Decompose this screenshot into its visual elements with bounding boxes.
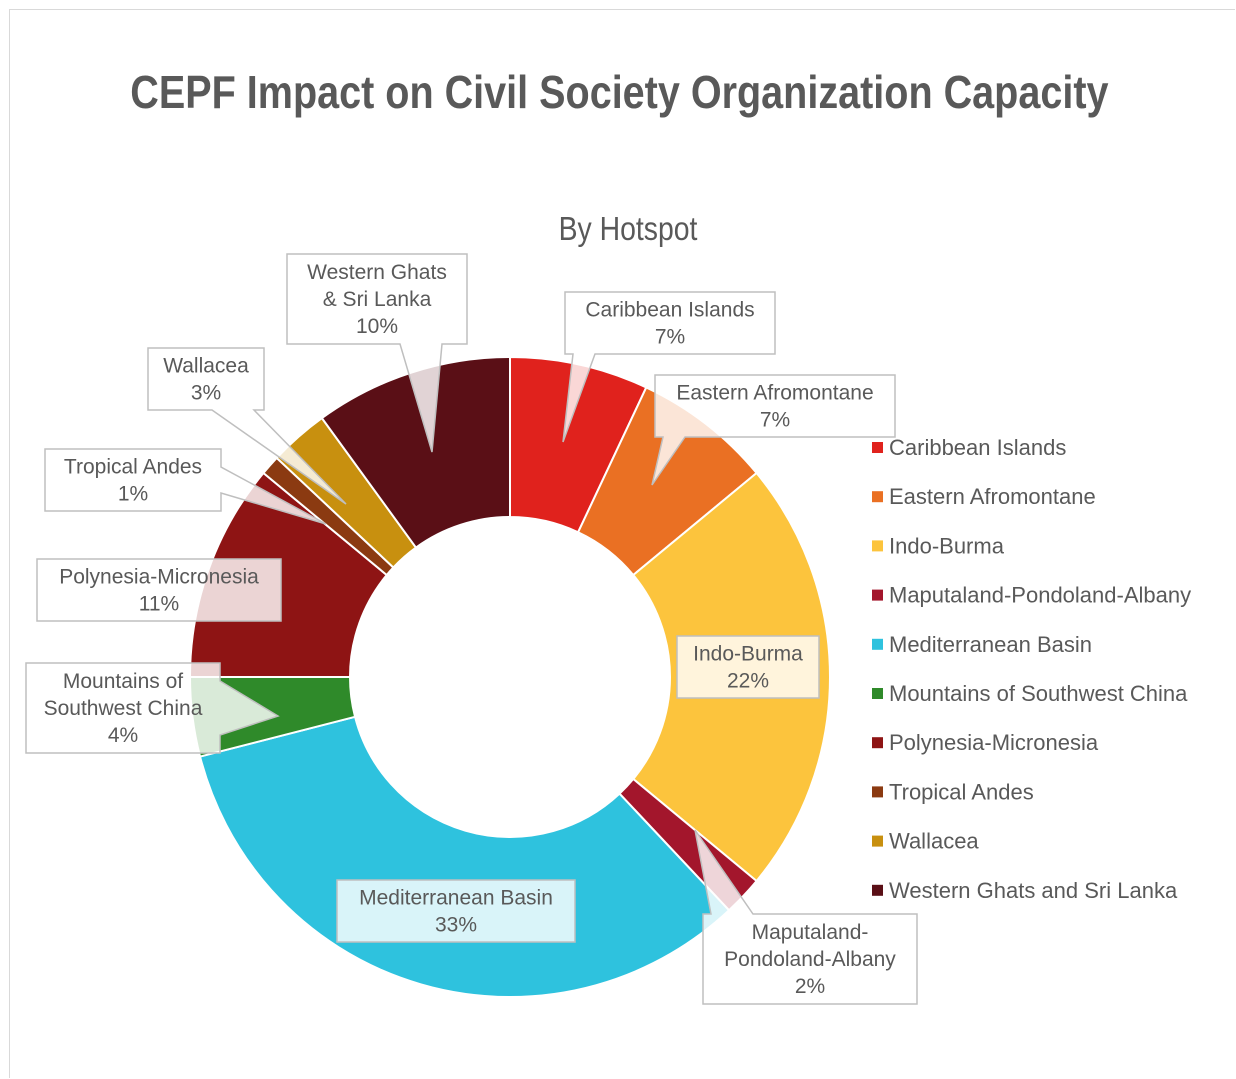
data-label-text: Tropical Andes <box>64 456 202 479</box>
data-label-box <box>562 291 776 443</box>
legend-item-western-ghats-and-sri-lanka: Western Ghats and Sri Lanka <box>872 878 1178 903</box>
legend-label: Mediterranean Basin <box>889 632 1092 657</box>
data-label-percent: 4% <box>108 724 138 747</box>
data-label-mountains-of-southwest-china: Mountains of Southwest China 4% <box>25 662 280 754</box>
legend-swatch <box>872 589 883 601</box>
data-label-maputaland-pondoland-albany: Maputaland- Pondoland-Albany 2% <box>694 829 918 1005</box>
data-label-percent: 7% <box>760 409 790 432</box>
legend-swatch <box>872 884 883 896</box>
legend-label: Caribbean Islands <box>889 435 1066 460</box>
legend-swatch <box>872 442 883 453</box>
legend-label: Wallacea <box>889 829 979 854</box>
data-label-box <box>336 879 576 943</box>
data-label-box <box>147 347 347 505</box>
data-label-box <box>25 662 280 754</box>
legend: Caribbean Islands Eastern Afromontane Indo… <box>872 435 1191 903</box>
legend-swatch <box>872 688 883 699</box>
data-label-box <box>36 558 282 622</box>
legend-swatch <box>872 540 883 552</box>
data-label-tropical-andes: Tropical Andes 1% <box>44 448 327 525</box>
data-label-box <box>44 448 327 525</box>
chart-subtitle: By Hotspot <box>558 210 698 247</box>
data-label-percent: 7% <box>655 326 685 349</box>
data-label-caribbean-islands: Caribbean Islands 7% <box>562 291 776 443</box>
legend-swatch <box>872 737 883 749</box>
legend-swatch <box>872 786 883 798</box>
legend-item-wallacea: Wallacea <box>872 829 979 854</box>
data-label-text: Indo-Burma <box>693 643 803 666</box>
data-label-wallacea: Wallacea 3% <box>147 347 347 505</box>
legend-label: Polynesia-Micronesia <box>889 730 1099 755</box>
legend-item-mediterranean-basin: Mediterranean Basin <box>872 632 1092 657</box>
legend-label: Maputaland-Pondoland-Albany <box>889 583 1191 608</box>
legend-label: Western Ghats and Sri Lanka <box>889 878 1178 903</box>
legend-item-caribbean-islands: Caribbean Islands <box>872 435 1066 460</box>
legend-label: Mountains of Southwest China <box>889 681 1188 706</box>
legend-item-maputaland-pondoland-albany: Maputaland-Pondoland-Albany <box>872 583 1191 608</box>
legend-item-eastern-afromontane: Eastern Afromontane <box>872 484 1096 509</box>
data-label-text: Southwest China <box>44 697 203 720</box>
data-label-text: Pondoland-Albany <box>724 948 896 971</box>
data-label-percent: 11% <box>139 593 179 616</box>
legend-label: Indo-Burma <box>889 533 1005 558</box>
data-label-text: Caribbean Islands <box>585 299 754 322</box>
data-label-box <box>676 635 820 699</box>
legend-item-tropical-andes: Tropical Andes <box>872 779 1034 804</box>
data-label-indo-burma: Indo-Burma 22% <box>676 635 820 699</box>
data-label-percent: 22% <box>727 670 769 693</box>
data-label-box <box>651 374 896 486</box>
data-label-text: Mountains of <box>63 670 183 693</box>
data-label-mediterranean-basin: Mediterranean Basin 33% <box>336 879 576 943</box>
data-label-eastern-afromontane: Eastern Afromontane 7% <box>651 374 896 486</box>
data-label-percent: 10% <box>356 315 398 338</box>
data-label-text: Mediterranean Basin <box>359 887 553 910</box>
chart-frame <box>9 9 1235 1078</box>
data-label-box <box>286 253 468 453</box>
data-label-percent: 2% <box>795 975 825 998</box>
legend-label: Eastern Afromontane <box>889 484 1096 509</box>
legend-swatch <box>872 491 883 503</box>
legend-swatch <box>872 638 883 650</box>
slice-mediterranean-basin <box>198 715 731 998</box>
data-label-text: Maputaland- <box>752 921 869 944</box>
legend-item-mountains-of-southwest-china: Mountains of Southwest China <box>872 681 1188 706</box>
data-label-western-ghats-and-sri-lanka: Western Ghats & Sri Lanka 10% <box>286 253 468 453</box>
legend-item-indo-burma: Indo-Burma <box>872 533 1005 558</box>
data-label-polynesia-micronesia: Polynesia-Micronesia 11% <box>36 558 282 622</box>
data-label-percent: 33% <box>435 914 477 937</box>
slice-western-ghats-and-sri-lanka <box>320 355 511 549</box>
data-label-text: Wallacea <box>163 355 249 378</box>
data-label-text: Eastern Afromontane <box>676 382 873 405</box>
data-label-box <box>694 829 918 1005</box>
chart-title: CEPF Impact on Civil Society Organizatio… <box>130 66 1109 118</box>
data-label-text: & Sri Lanka <box>323 288 432 311</box>
data-labels-layer: Caribbean Islands 7% Eastern Afromontane 7%… <box>25 253 918 1005</box>
legend-item-polynesia-micronesia: Polynesia-Micronesia <box>872 730 1099 755</box>
legend-swatch <box>872 835 883 847</box>
data-label-text: Polynesia-Micronesia <box>59 566 259 589</box>
data-label-percent: 3% <box>191 382 221 405</box>
data-label-percent: 1% <box>118 483 148 506</box>
legend-label: Tropical Andes <box>889 779 1034 804</box>
data-label-text: Western Ghats <box>307 261 447 284</box>
